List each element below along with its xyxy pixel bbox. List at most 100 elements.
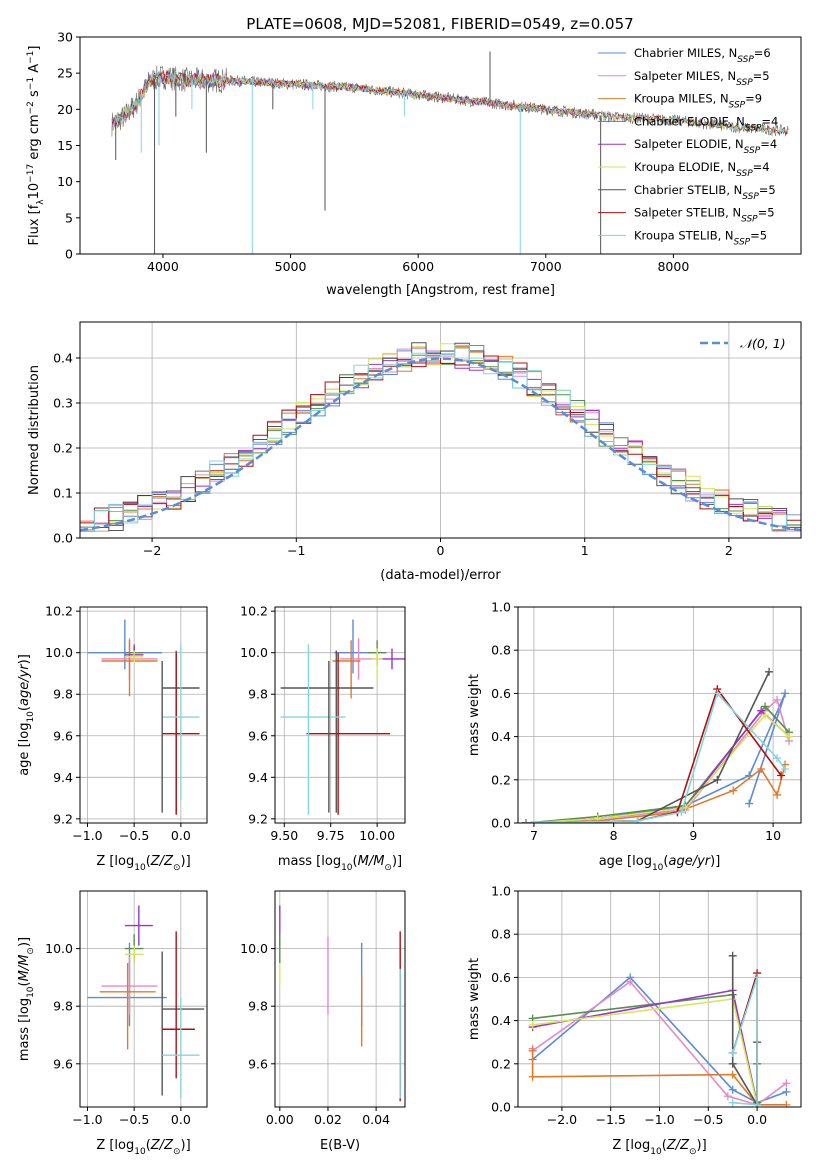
x-tick-label: 0.02 [314, 1112, 342, 1127]
label-part: =5 [750, 228, 767, 242]
label-part: )] [181, 1138, 191, 1153]
legend-entry: 𝒩(0, 1) [740, 336, 786, 351]
figure-title: PLATE=0608, MJD=52081, FIBERID=0549, z=0… [246, 15, 633, 33]
label-part: )] [710, 854, 720, 869]
legend: 𝒩(0, 1) [700, 336, 786, 351]
y-tick-label: 0.4 [53, 351, 73, 366]
x-tick-label: 9.50 [270, 828, 298, 843]
label-part: ⊙ [26, 947, 36, 955]
label-part: (data-model)/error [380, 568, 501, 583]
panel-age-vs-metallicity: −1.0 −0.5 0.09.29.49.69.810.010.2Z [log10(… [17, 604, 208, 873]
label-part: wavelength [Angstrom, rest frame] [326, 283, 555, 298]
legend-entry: Salpeter MILES, NSSP=5 [634, 69, 770, 88]
legend-entry: Chabrier STELIB, NSSP=5 [634, 183, 776, 202]
y-tick-label: 30 [57, 30, 73, 45]
axes-frame [79, 890, 208, 1108]
label-part: Normed distribution [27, 365, 42, 495]
y-axis-label: Flux [fλ10−17 erg cm−2 s−1 A−1] [26, 46, 46, 246]
label-part: ( [662, 1138, 667, 1153]
label-part: Kroupa ELODIE, N [634, 160, 736, 174]
x-tick-label: −2 [143, 543, 161, 558]
y-tick-label: 9.6 [248, 728, 268, 743]
x-tick-label: 10.00 [359, 828, 395, 843]
marker-plus [757, 765, 766, 773]
label-part: s [27, 90, 42, 101]
marker-plus [777, 771, 786, 780]
y-tick-label: 1.0 [491, 600, 511, 615]
series-chabrier-stelib [525, 671, 770, 823]
label-part: SSP [729, 101, 746, 111]
x-tick-label: 0.0 [171, 828, 191, 843]
marker-plus [785, 732, 794, 741]
y-tick-label: 9.8 [248, 999, 268, 1014]
label-part: Z [log [96, 1138, 134, 1153]
y-tick-label: 0.6 [491, 686, 511, 701]
series-salpeter-stelib [525, 687, 782, 823]
axes-frame [79, 36, 802, 255]
marker-plus [757, 706, 766, 715]
x-tick-label: 0 [437, 543, 445, 558]
legend-entry: Kroupa ELODIE, NSSP=4 [634, 160, 770, 179]
label-part: =5 [753, 69, 770, 83]
label-part: Salpeter STELIB, N [634, 206, 741, 220]
marker-plus [753, 973, 762, 982]
label-part: Z/Z [150, 1138, 174, 1153]
y-tick-label: 10.2 [45, 604, 73, 619]
label-part: −1 [26, 51, 36, 64]
y-tick-label: 10.0 [240, 941, 268, 956]
marker-plus [713, 689, 722, 698]
label-part: mass weight [467, 958, 482, 1040]
label-part: 10 [26, 711, 36, 723]
label-part: Z [log [96, 854, 134, 869]
label-part: Kroupa STELIB, N [634, 228, 734, 242]
label-part: SSP [734, 237, 751, 247]
x-tick-label: 4000 [147, 259, 179, 274]
label-part: ⊙ [384, 863, 392, 873]
x-axis-label: mass [log10(M/M⊙)] [278, 854, 402, 873]
label-part: SSP [737, 55, 754, 65]
marker-plus [528, 1072, 537, 1081]
series-kroupa-miles [525, 764, 786, 823]
marker-plus [528, 1020, 537, 1029]
x-axis-label: age [log10(age/yr)] [599, 854, 721, 873]
marker-plus [728, 1098, 737, 1107]
y-tick-label: 0.8 [491, 643, 511, 658]
y-tick-label: 0.2 [491, 772, 511, 787]
label-part: M/M [358, 854, 385, 869]
x-tick-label: 9.75 [317, 828, 345, 843]
label-part: SSP [745, 123, 762, 133]
marker-plus [781, 765, 790, 773]
x-tick-label: 2 [725, 543, 733, 558]
x-tick-label: 7 [530, 828, 538, 843]
label-part: =4 [761, 114, 778, 128]
marker-plus [521, 819, 530, 823]
y-tick-label: 10.0 [45, 941, 73, 956]
series-salpeter-elodie [532, 989, 758, 1105]
weight-lines [528, 951, 791, 1107]
spectrum-lines [111, 51, 789, 254]
errorbars [87, 905, 205, 1099]
errorbars [87, 619, 200, 815]
marker-plus [677, 808, 686, 817]
axes-frame [79, 606, 208, 824]
label-part: )] [392, 854, 402, 869]
label-part: SSP [742, 192, 759, 202]
marker-plus [782, 1079, 791, 1088]
marker-plus [723, 1092, 732, 1101]
y-tick-label: 1.0 [491, 884, 511, 899]
label-part: SSP [736, 169, 753, 179]
x-tick-label: 8000 [657, 259, 689, 274]
y-tick-label: 20 [57, 102, 73, 117]
label-part: Flux [f [27, 204, 42, 245]
label-part: ( [353, 854, 358, 869]
marker-plus [745, 799, 754, 808]
marker-plus [773, 790, 782, 799]
y-axis-label: mass weight [467, 674, 482, 756]
label-part: SSP [736, 78, 753, 88]
label-part: mass [log [17, 998, 32, 1061]
panel-residuals: −2 −1 0 1 2 0.0 0.1 0.2 0.3 0.4 (data-model)/error… [27, 321, 802, 583]
x-tick-label: 1 [581, 543, 589, 558]
label-part: ( [146, 854, 151, 869]
